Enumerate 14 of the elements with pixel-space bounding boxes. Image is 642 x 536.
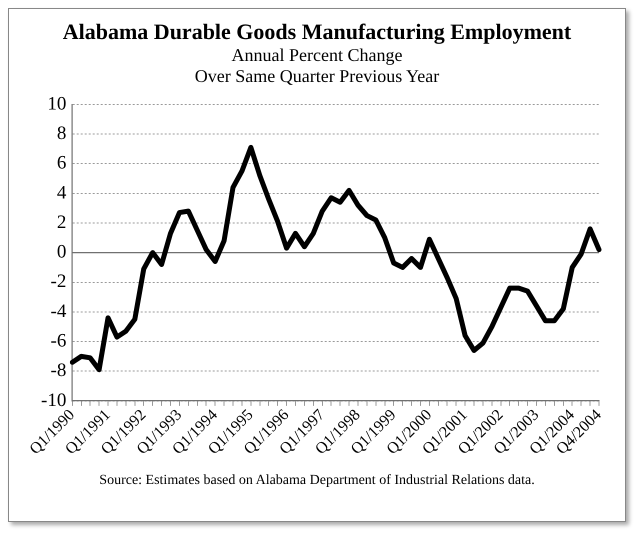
y-tick-label: 0 [56, 242, 66, 263]
y-tick-label: 4 [56, 182, 67, 204]
y-tick-label: -10 [41, 390, 66, 411]
y-tick-label: 6 [56, 152, 66, 174]
y-tick-label: -6 [50, 330, 66, 352]
y-tick-label: 8 [56, 123, 66, 144]
y-tick-label: 2 [56, 212, 66, 233]
y-tick-label: -4 [50, 300, 67, 322]
y-tick-label: 10 [47, 93, 66, 114]
chart-subtitle: Annual Percent Change Over Same Quarter Previous Year [194, 45, 440, 87]
y-tick-label: -2 [50, 271, 66, 292]
source-note: Source: Estimates based on Alabama Department of Industrial Relations data. [98, 473, 536, 489]
y-tick-label: -8 [50, 360, 66, 382]
chart-title: Alabama Durable Goods Manufacturing Employment [62, 19, 572, 45]
